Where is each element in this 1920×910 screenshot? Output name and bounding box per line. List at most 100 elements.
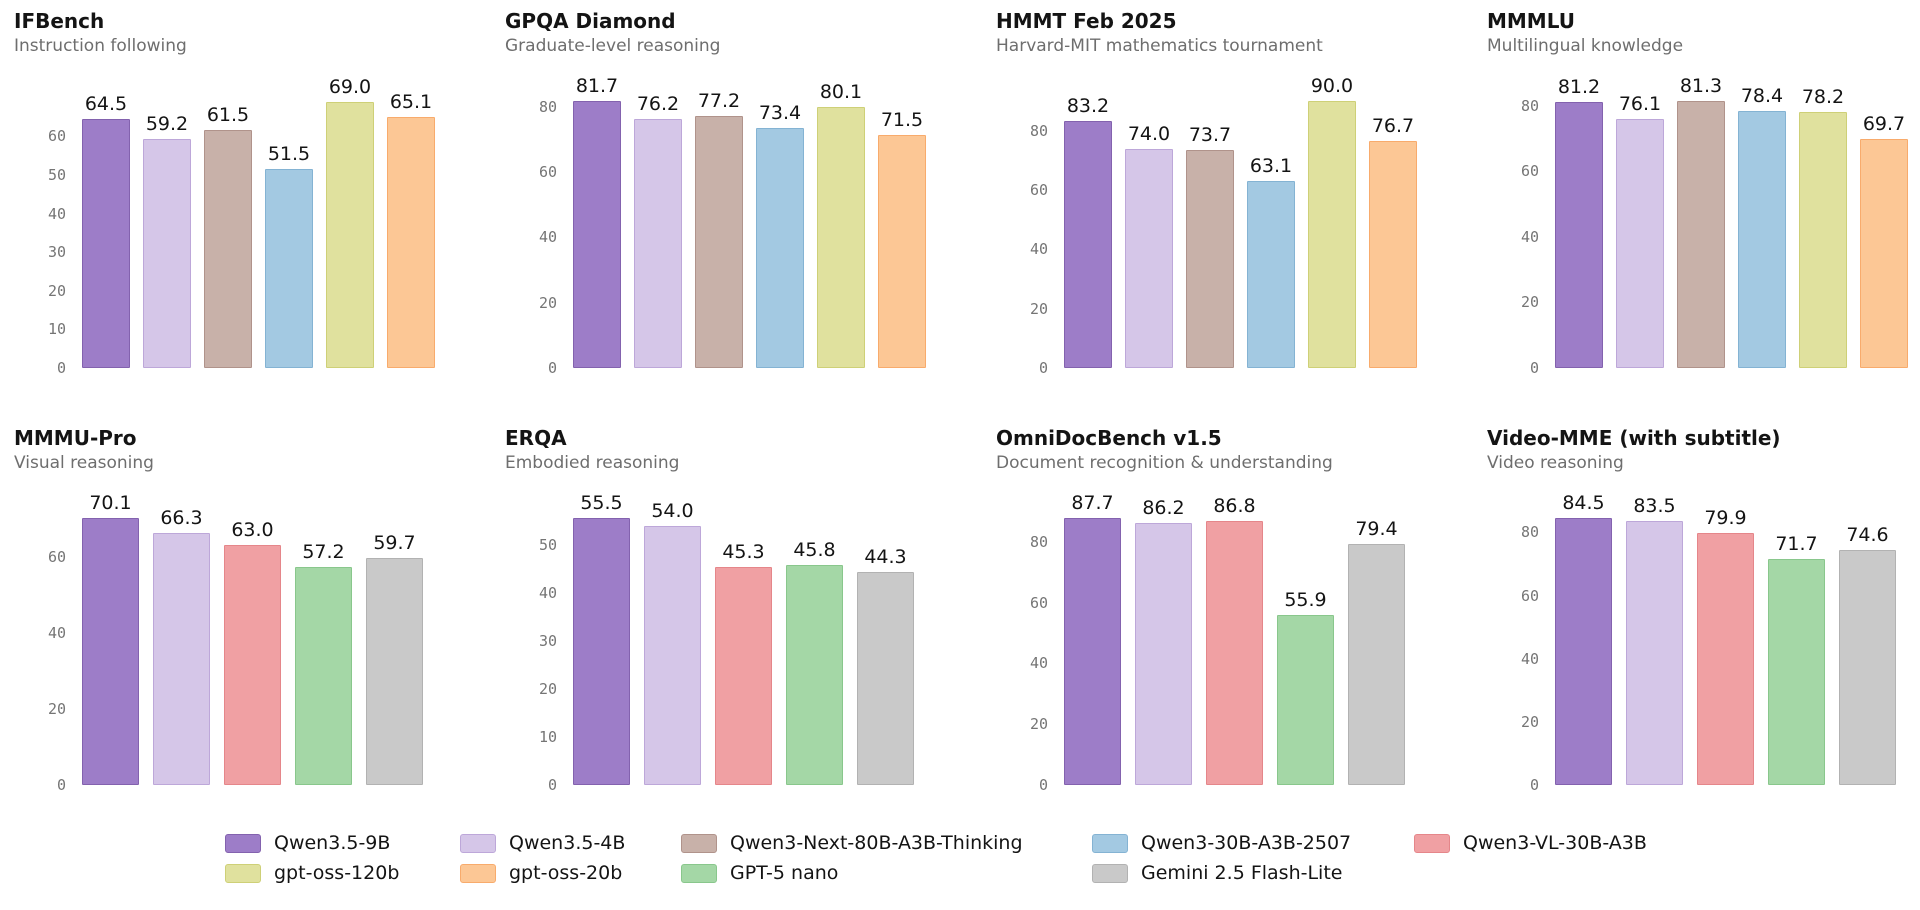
plot-area: 0 20 40 60 80 81.2 76.1 81.3 78.4 78.2 69.7: [1521, 75, 1920, 377]
y-tick-label: 0: [56, 776, 66, 794]
legend-label: Qwen3-30B-A3B-2507: [1141, 832, 1352, 854]
plot-area: 0 20 40 60 80 81.7 76.2 77.2 73.4 80.1 71.5: [539, 75, 996, 377]
y-tick-label: 80: [1029, 532, 1048, 551]
bar-value-label: 73.7: [1188, 123, 1232, 146]
y-tick-label: 40: [1029, 654, 1048, 673]
chart-title: Video-MME (with subtitle): [1487, 426, 1781, 450]
bar-gpt-oss-20b: [1369, 140, 1417, 368]
bar-gpt-oss-120b: [817, 106, 865, 368]
bar-qwen3-5-4b: [634, 119, 682, 368]
legend-swatch: [225, 863, 261, 883]
bar-qwen3-5-4b: [1616, 118, 1664, 368]
bar-value-label: 74.6: [1846, 523, 1889, 546]
bar-value-label: 55.5: [580, 492, 623, 515]
bar-group-gemini-2-5-flash-lite: 44.3: [857, 546, 914, 785]
chart-panel-ifbench: IFBench Instruction following 0 10 20 30 40 50 6…: [14, 8, 505, 377]
chart-subtitle: Video reasoning: [1487, 453, 1624, 473]
bar-value-label: 78.4: [1740, 84, 1784, 107]
legend-swatch: [681, 863, 717, 883]
bar-gpt-oss-20b: [878, 134, 926, 368]
bar-group-qwen3-next-80b-a3b-thinking: 81.3: [1677, 75, 1725, 368]
bar-qwen3-5-4b: [644, 525, 701, 785]
legend-swatch: [1414, 833, 1450, 853]
y-tick-label: 20: [1520, 293, 1539, 312]
y-tick-label: 60: [1520, 586, 1539, 605]
bar-value-label: 79.4: [1355, 517, 1398, 540]
bar-qwen3-5-4b: [143, 139, 191, 368]
chart-title: HMMT Feb 2025: [996, 9, 1177, 33]
legend-swatch: [1092, 863, 1128, 883]
bar-qwen3-5-4b: [1626, 521, 1683, 785]
bar-group-qwen3-30b-a3b-2507: 73.4: [756, 102, 804, 368]
bar-group-qwen3-5-9b: 83.2: [1064, 95, 1112, 368]
legend-label: GPT-5 nano: [730, 862, 839, 884]
bar-gpt-5-nano: [1277, 615, 1334, 785]
y-tick-label: 20: [1029, 299, 1048, 318]
bar-group-qwen3-next-80b-a3b-thinking: 61.5: [204, 104, 252, 368]
bar-value-label: 81.7: [575, 75, 619, 98]
y-tick-label: 0: [547, 359, 557, 377]
bar-value-label: 79.9: [1704, 506, 1747, 529]
y-tick-label: 80: [538, 97, 557, 116]
bar-group-qwen3-5-4b: 74.0: [1125, 123, 1173, 368]
legend-item-gpt-oss-20b: gpt-oss-20b: [460, 862, 681, 884]
legend-label: gpt-oss-120b: [274, 862, 400, 884]
bar-group-gpt-5-nano: 45.8: [786, 539, 843, 785]
y-tick-label: 50: [538, 535, 557, 554]
legend-swatch: [681, 833, 717, 853]
bar-value-label: 45.3: [722, 541, 765, 564]
legend-item-qwen3-5-9b: Qwen3.5-9B: [225, 832, 460, 854]
bar-group-gpt-oss-20b: 76.7: [1369, 115, 1417, 368]
bar-group-gpt-oss-120b: 90.0: [1308, 75, 1356, 368]
bar-qwen3-5-9b: [1064, 518, 1121, 785]
bar-value-label: 70.1: [89, 492, 132, 515]
bar-gpt-oss-120b: [326, 101, 374, 368]
bar-qwen3-5-4b: [1135, 522, 1192, 785]
legend: Qwen3.5-9B Qwen3.5-4B Qwen3-Next-80B-A3B-T…: [0, 832, 1920, 884]
bar-value-label: 54.0: [651, 499, 694, 522]
bar-qwen3-next-80b-a3b-thinking: [1186, 149, 1234, 368]
bar-group-gpt-oss-120b: 78.2: [1799, 86, 1847, 368]
bar-group-qwen3-5-4b: 59.2: [143, 113, 191, 368]
bar-group-gemini-2-5-flash-lite: 79.4: [1348, 518, 1405, 785]
chart-title: MMMLU: [1487, 9, 1575, 33]
legend-swatch: [460, 863, 496, 883]
plot-area: 0 20 40 60 70.1 66.3 63.0 57.2 59.7: [48, 492, 505, 794]
bar-group-gpt-oss-120b: 80.1: [817, 81, 865, 368]
bar-gpt-oss-120b: [1308, 101, 1356, 368]
bar-qwen3-5-9b: [1555, 101, 1603, 368]
y-tick-label: 60: [1520, 162, 1539, 181]
bar-group-qwen3-5-9b: 55.5: [573, 492, 630, 785]
y-tick-label: 50: [47, 165, 66, 184]
bar-group-qwen3-5-9b: 64.5: [82, 93, 130, 368]
bar-value-label: 86.2: [1142, 496, 1185, 519]
bar-group-qwen3-vl-30b-a3b: 79.9: [1697, 507, 1754, 785]
legend-item-qwen3-vl-30b-a3b: Qwen3-VL-30B-A3B: [1414, 832, 1920, 854]
legend-label: gpt-oss-20b: [509, 862, 623, 884]
y-tick-label: 0: [56, 359, 66, 377]
bar-value-label: 65.1: [389, 90, 433, 113]
chart-subtitle: Embodied reasoning: [505, 453, 680, 473]
bar-value-label: 81.3: [1679, 75, 1723, 98]
bar-group-gemini-2-5-flash-lite: 74.6: [1839, 524, 1896, 785]
bar-value-label: 80.1: [819, 80, 863, 103]
bar-group-gpt-5-nano: 71.7: [1768, 533, 1825, 785]
y-tick-label: 30: [47, 243, 66, 262]
bar-value-label: 64.5: [84, 92, 128, 115]
chart-title: MMMU-Pro: [14, 426, 137, 450]
y-tick-label: 10: [47, 320, 66, 339]
bar-value-label: 63.0: [231, 519, 274, 542]
bar-value-label: 69.0: [328, 75, 372, 98]
bar-group-qwen3-5-4b: 54.0: [644, 500, 701, 785]
bar-group-qwen3-5-9b: 70.1: [82, 492, 139, 785]
y-tick-label: 60: [47, 127, 66, 146]
bar-gpt-oss-20b: [1860, 139, 1908, 368]
bar-group-gpt-oss-20b: 65.1: [387, 91, 435, 368]
chart-subtitle: Graduate-level reasoning: [505, 36, 721, 56]
bar-gpt-5-nano: [295, 567, 352, 785]
bar-gemini-2-5-flash-lite: [1839, 549, 1896, 785]
legend-grid: Qwen3.5-9B Qwen3.5-4B Qwen3-Next-80B-A3B-T…: [0, 832, 1920, 884]
chart-panel-hmmt-feb-2025: HMMT Feb 2025 Harvard-MIT mathematics tou…: [996, 8, 1487, 377]
bar-value-label: 44.3: [864, 546, 907, 569]
